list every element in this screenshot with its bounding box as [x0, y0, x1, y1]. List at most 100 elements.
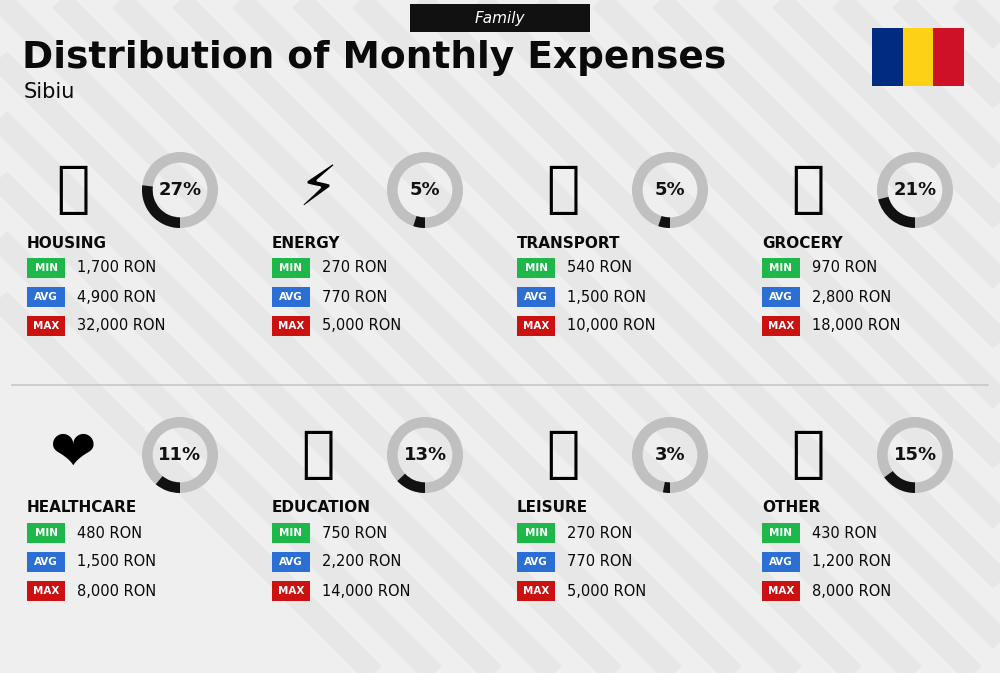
FancyBboxPatch shape	[517, 523, 555, 543]
FancyBboxPatch shape	[410, 4, 590, 32]
FancyBboxPatch shape	[27, 523, 65, 543]
Text: EDUCATION: EDUCATION	[272, 501, 371, 516]
FancyBboxPatch shape	[517, 581, 555, 601]
Text: MAX: MAX	[768, 321, 794, 331]
Wedge shape	[658, 216, 670, 228]
Text: 270 RON: 270 RON	[567, 526, 632, 540]
Text: MIN: MIN	[770, 263, 792, 273]
Wedge shape	[413, 216, 425, 228]
Wedge shape	[632, 417, 708, 493]
Text: 15%: 15%	[893, 446, 937, 464]
Text: 750 RON: 750 RON	[322, 526, 387, 540]
Text: HEALTHCARE: HEALTHCARE	[27, 501, 137, 516]
FancyBboxPatch shape	[762, 258, 800, 278]
Text: MAX: MAX	[278, 321, 304, 331]
FancyBboxPatch shape	[27, 552, 65, 572]
Text: AVG: AVG	[769, 292, 793, 302]
Text: HOUSING: HOUSING	[27, 236, 107, 250]
Text: 🛍: 🛍	[546, 428, 580, 482]
Text: 8,000 RON: 8,000 RON	[77, 583, 156, 598]
Text: AVG: AVG	[279, 292, 303, 302]
Wedge shape	[397, 474, 425, 493]
FancyBboxPatch shape	[762, 316, 800, 336]
Text: AVG: AVG	[279, 557, 303, 567]
FancyBboxPatch shape	[27, 258, 65, 278]
Text: 770 RON: 770 RON	[567, 555, 632, 569]
Text: MAX: MAX	[33, 321, 59, 331]
Text: 💊: 💊	[791, 428, 825, 482]
Wedge shape	[632, 152, 708, 228]
Text: TRANSPORT: TRANSPORT	[517, 236, 620, 250]
Wedge shape	[142, 417, 218, 493]
Text: AVG: AVG	[524, 557, 548, 567]
Text: 21%: 21%	[893, 181, 937, 199]
Wedge shape	[884, 471, 915, 493]
Text: MIN: MIN	[34, 528, 58, 538]
FancyBboxPatch shape	[27, 581, 65, 601]
FancyBboxPatch shape	[272, 581, 310, 601]
FancyBboxPatch shape	[272, 316, 310, 336]
Wedge shape	[387, 417, 463, 493]
Text: AVG: AVG	[524, 292, 548, 302]
Wedge shape	[877, 417, 953, 493]
Wedge shape	[142, 185, 180, 228]
FancyBboxPatch shape	[762, 523, 800, 543]
FancyBboxPatch shape	[272, 552, 310, 572]
Text: 🎓: 🎓	[301, 428, 335, 482]
Text: 5%: 5%	[655, 181, 685, 199]
Text: Sibiu: Sibiu	[24, 82, 75, 102]
Text: MAX: MAX	[33, 586, 59, 596]
Text: 4,900 RON: 4,900 RON	[77, 289, 156, 304]
Text: 5,000 RON: 5,000 RON	[322, 318, 401, 334]
Text: MAX: MAX	[523, 586, 549, 596]
Text: 🚌: 🚌	[546, 163, 580, 217]
Text: 540 RON: 540 RON	[567, 260, 632, 275]
Text: 430 RON: 430 RON	[812, 526, 877, 540]
Text: MAX: MAX	[768, 586, 794, 596]
Wedge shape	[663, 482, 670, 493]
Text: 1,200 RON: 1,200 RON	[812, 555, 891, 569]
Text: AVG: AVG	[769, 557, 793, 567]
Text: MIN: MIN	[770, 528, 792, 538]
Text: OTHER: OTHER	[762, 501, 820, 516]
Text: ENERGY: ENERGY	[272, 236, 340, 250]
Text: GROCERY: GROCERY	[762, 236, 843, 250]
Wedge shape	[142, 152, 218, 228]
Text: 5%: 5%	[410, 181, 440, 199]
Text: MIN: MIN	[280, 263, 302, 273]
Text: 27%: 27%	[158, 181, 202, 199]
Text: 1,700 RON: 1,700 RON	[77, 260, 156, 275]
FancyBboxPatch shape	[762, 287, 800, 307]
FancyBboxPatch shape	[933, 28, 964, 86]
Text: 270 RON: 270 RON	[322, 260, 387, 275]
Text: 🏙: 🏙	[56, 163, 90, 217]
Wedge shape	[156, 476, 180, 493]
Text: 13%: 13%	[403, 446, 447, 464]
FancyBboxPatch shape	[762, 552, 800, 572]
Text: 970 RON: 970 RON	[812, 260, 877, 275]
FancyBboxPatch shape	[517, 287, 555, 307]
Text: 770 RON: 770 RON	[322, 289, 387, 304]
FancyBboxPatch shape	[903, 28, 933, 86]
Wedge shape	[387, 152, 463, 228]
Text: MIN: MIN	[524, 263, 548, 273]
Wedge shape	[878, 197, 915, 228]
Text: 10,000 RON: 10,000 RON	[567, 318, 656, 334]
Text: MIN: MIN	[524, 528, 548, 538]
Text: 18,000 RON: 18,000 RON	[812, 318, 900, 334]
Text: MIN: MIN	[34, 263, 58, 273]
FancyBboxPatch shape	[272, 523, 310, 543]
Wedge shape	[877, 152, 953, 228]
Text: LEISURE: LEISURE	[517, 501, 588, 516]
Text: 3%: 3%	[655, 446, 685, 464]
Text: MIN: MIN	[280, 528, 302, 538]
Text: Distribution of Monthly Expenses: Distribution of Monthly Expenses	[22, 40, 726, 76]
Text: AVG: AVG	[34, 292, 58, 302]
Text: MAX: MAX	[523, 321, 549, 331]
FancyBboxPatch shape	[872, 28, 903, 86]
Text: 480 RON: 480 RON	[77, 526, 142, 540]
Text: 2,800 RON: 2,800 RON	[812, 289, 891, 304]
Text: ⚡: ⚡	[298, 163, 338, 217]
Text: Family: Family	[475, 11, 525, 26]
Text: 5,000 RON: 5,000 RON	[567, 583, 646, 598]
